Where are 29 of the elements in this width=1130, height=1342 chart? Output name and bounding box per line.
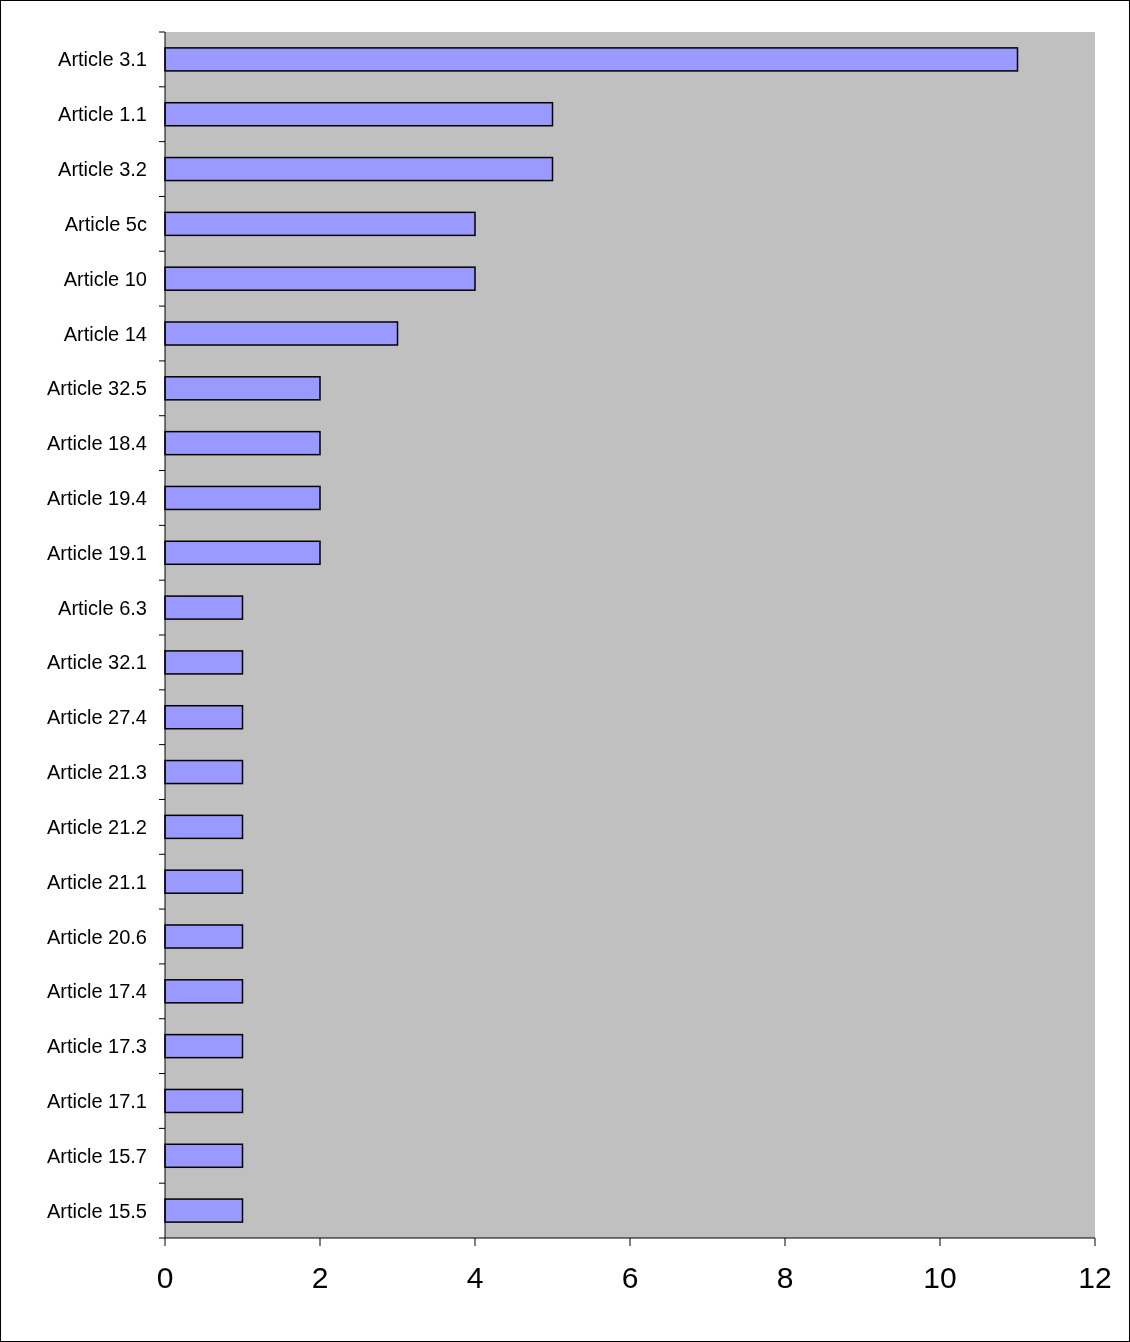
y-tick-label: Article 17.3 [46,1035,147,1058]
y-tick-label: Article 17.4 [46,980,147,1003]
y-tick-label: Article 18.4 [46,432,147,455]
x-tick-label: 12 [1078,1261,1112,1294]
y-tick-label: Article 15.5 [46,1199,147,1222]
y-tick-label: Article 6.3 [58,596,147,619]
y-tick-label: Article 21.2 [46,815,147,838]
y-tick-label: Article 19.4 [46,486,147,509]
y-tick-label: Article 32.1 [46,651,147,674]
y-tick-label: Article 32.5 [46,377,147,400]
y-tick-label: Article 10 [63,267,147,290]
y-tick-label: Article 21.3 [46,761,147,784]
y-tick-label: Article 14 [63,322,147,345]
y-tick-label: Article 5c [64,212,147,235]
x-tick-label: 2 [311,1261,329,1294]
x-tick-label: 8 [776,1261,794,1294]
x-tick-label: 10 [923,1261,957,1294]
x-tick-label: 0 [156,1261,174,1294]
x-tick-label: 4 [466,1261,484,1294]
x-tick-label: 6 [621,1261,639,1294]
y-tick-label: Article 15.7 [46,1144,147,1167]
y-tick-label: Article 17.1 [46,1089,147,1112]
y-tick-label: Article 27.4 [46,706,147,729]
y-tick-label: Article 3.2 [58,158,147,181]
y-tick-label: Article 19.1 [46,541,147,564]
y-tick-label: Article 1.1 [58,103,147,126]
y-tick-label: Article 21.1 [46,870,147,893]
y-tick-label: Article 20.6 [46,925,147,948]
y-tick-label: Article 3.1 [58,48,147,71]
